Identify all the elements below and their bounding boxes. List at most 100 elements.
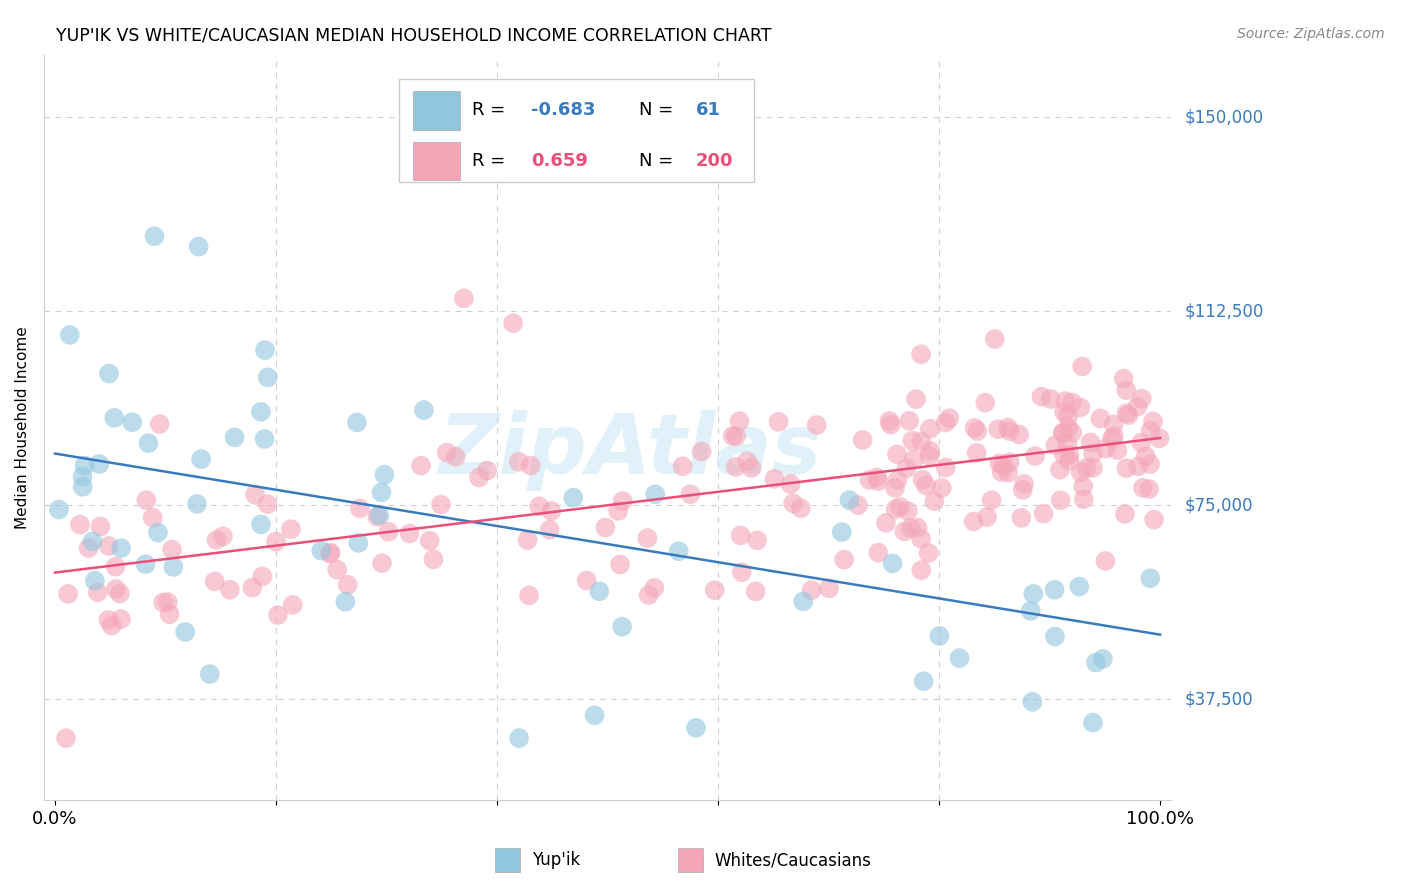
Point [409, 458, 432, 473]
Point [997, 420, 1019, 434]
Point [174, 624, 197, 639]
Point [1059, 448, 1081, 462]
Point [84, 574, 107, 588]
Point [1069, 580, 1091, 594]
Point [1008, 427, 1031, 442]
Point [1102, 417, 1125, 432]
Point [983, 332, 1005, 346]
Point [156, 595, 179, 609]
Point [609, 558, 631, 572]
Point [143, 229, 166, 244]
Point [205, 533, 228, 547]
Point [162, 560, 184, 574]
Point [1094, 554, 1116, 568]
Point [335, 595, 357, 609]
Point [1043, 582, 1066, 597]
Point [187, 239, 209, 253]
Point [792, 594, 814, 608]
Point [1062, 425, 1084, 440]
Point [243, 488, 266, 502]
Point [980, 493, 1002, 508]
Point [1107, 443, 1129, 458]
Point [1057, 409, 1080, 424]
Point [779, 477, 801, 491]
Y-axis label: Median Household Income: Median Household Income [15, 326, 30, 529]
Point [915, 478, 938, 492]
Point [98, 367, 121, 381]
Point [508, 455, 530, 469]
Point [77, 541, 100, 555]
Text: Source: ZipAtlas.com: Source: ZipAtlas.com [1237, 27, 1385, 41]
Point [160, 542, 183, 557]
Point [612, 494, 634, 508]
Point [636, 531, 658, 545]
Point [1032, 507, 1054, 521]
Point [224, 430, 246, 444]
Point [1143, 513, 1166, 527]
Point [875, 516, 897, 530]
Point [1112, 371, 1135, 385]
Point [643, 581, 665, 595]
Point [735, 454, 758, 468]
Point [1049, 462, 1071, 476]
Point [502, 316, 524, 330]
Point [517, 588, 540, 602]
Point [997, 466, 1019, 480]
Point [366, 509, 388, 524]
Point [725, 429, 748, 443]
Point [740, 460, 762, 475]
Point [1073, 492, 1095, 507]
Point [1039, 392, 1062, 406]
Point [253, 432, 276, 446]
Point [204, 574, 226, 589]
Text: $150,000: $150,000 [1185, 108, 1264, 127]
Point [1053, 449, 1076, 463]
Point [347, 536, 370, 550]
Point [1115, 383, 1137, 397]
Point [744, 584, 766, 599]
Point [1054, 394, 1077, 409]
Point [1115, 461, 1137, 475]
Point [1011, 483, 1033, 497]
Text: N =: N = [640, 102, 673, 120]
Point [724, 459, 747, 474]
Point [610, 620, 633, 634]
Point [747, 533, 769, 548]
Point [1081, 446, 1104, 460]
Bar [412, 91, 460, 129]
Point [912, 674, 935, 689]
Text: $37,500: $37,500 [1185, 690, 1254, 708]
Point [1031, 390, 1053, 404]
Text: 0.659: 0.659 [531, 152, 588, 170]
Point [198, 667, 221, 681]
Point [838, 493, 860, 508]
Point [1019, 604, 1042, 618]
Point [1012, 476, 1035, 491]
Point [436, 445, 458, 459]
Point [256, 370, 278, 384]
Point [868, 474, 890, 488]
Point [1069, 401, 1091, 415]
Point [430, 498, 453, 512]
Point [89, 457, 111, 471]
Point [1115, 406, 1137, 420]
Point [371, 556, 394, 570]
Point [1010, 511, 1032, 525]
Point [519, 458, 541, 473]
Point [48, 502, 70, 516]
Point [728, 414, 751, 428]
Text: R =: R = [472, 102, 512, 120]
Point [267, 607, 290, 622]
Point [731, 566, 754, 580]
Point [309, 543, 332, 558]
Point [1128, 459, 1150, 474]
Point [186, 497, 208, 511]
Point [866, 470, 889, 484]
Point [893, 524, 915, 539]
Point [72, 469, 94, 483]
Point [721, 429, 744, 443]
Point [281, 598, 304, 612]
Point [990, 465, 1012, 479]
Point [910, 563, 932, 577]
Text: R =: R = [472, 152, 517, 170]
